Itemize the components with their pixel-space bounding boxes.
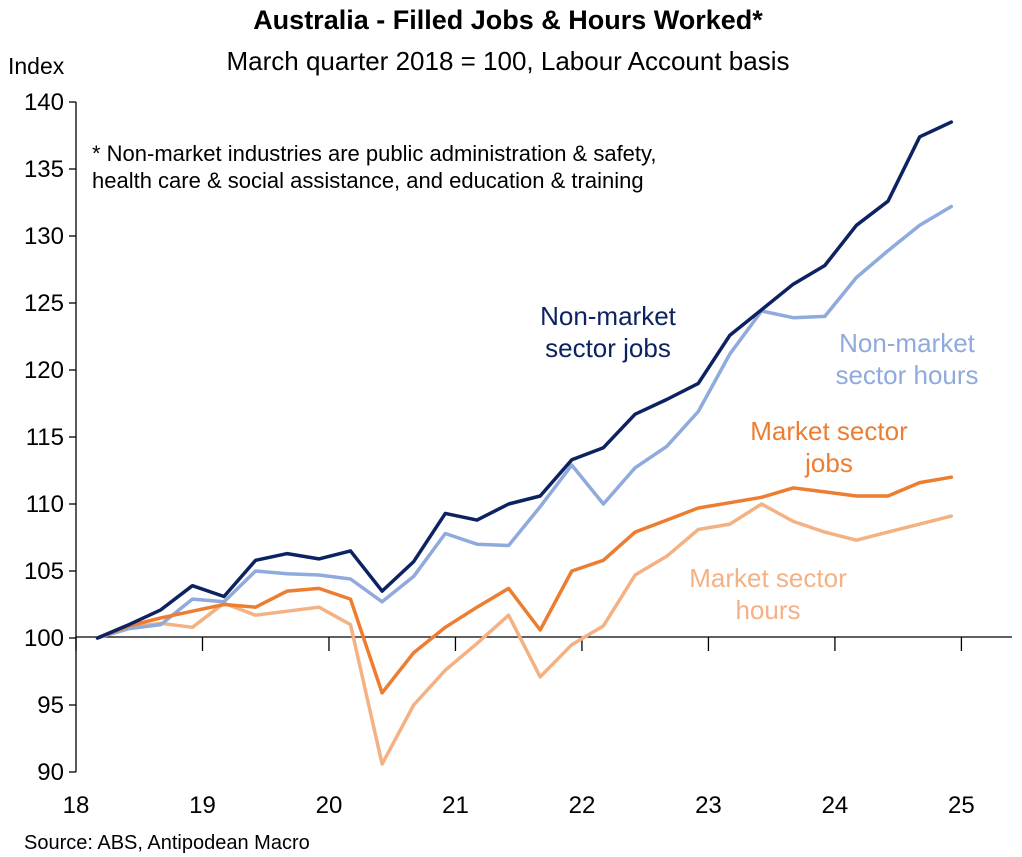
y-tick-label: 140 — [24, 89, 64, 116]
series-labels: Non-market sector jobs Non-market sector… — [540, 301, 978, 625]
x-tick-label: 20 — [316, 792, 343, 819]
series-line-non-market-sector-jobs — [95, 120, 954, 640]
y-tick-label: 125 — [24, 290, 64, 317]
y-axis: 90 95 100 105 110 115 120 125 130 135 140 — [24, 89, 77, 786]
y-tick-label: 110 — [26, 491, 64, 518]
y-tick-label: 130 — [24, 223, 64, 250]
y-axis-label: Index — [8, 53, 65, 79]
series-label-market-jobs-line2: jobs — [804, 448, 853, 478]
x-tick-label: 25 — [948, 792, 975, 819]
y-tick-label: 95 — [37, 692, 64, 719]
x-tick-label: 22 — [569, 792, 596, 819]
y-tick-label: 120 — [24, 357, 64, 384]
series-label-market-jobs-line1: Market sector — [750, 416, 908, 446]
series-label-market-hours-line2: hours — [735, 595, 800, 625]
series-line-market-sector-jobs — [95, 475, 954, 695]
series-label-nonmarket-hours-line1: Non-market — [839, 328, 976, 358]
x-tick-label: 23 — [695, 792, 722, 819]
series-label-nonmarket-jobs-line1: Non-market — [540, 301, 677, 331]
y-tick-label: 115 — [26, 424, 64, 451]
source-note: Source: ABS, Antipodean Macro — [24, 832, 310, 854]
x-tick-label: 24 — [822, 792, 849, 819]
x-tick-label: 21 — [442, 792, 469, 819]
y-tick-label: 105 — [24, 558, 64, 585]
y-tick-label: 100 — [24, 625, 64, 652]
series-lines — [95, 120, 954, 766]
series-label-nonmarket-hours-line2: sector hours — [835, 360, 978, 390]
chart-subtitle: March quarter 2018 = 100, Labour Account… — [227, 46, 790, 76]
series-line-non-market-sector-hours — [95, 204, 954, 640]
series-label-nonmarket-jobs-line2: sector jobs — [545, 333, 671, 363]
chart-note: * Non-market industries are public admin… — [92, 141, 657, 193]
note-line-1: * Non-market industries are public admin… — [92, 141, 657, 166]
note-line-2: health care & social assistance, and edu… — [92, 168, 644, 193]
y-tick-label: 135 — [24, 156, 64, 183]
x-axis: 18 19 20 21 22 23 24 25 — [63, 636, 1012, 819]
x-tick-label: 18 — [63, 792, 90, 819]
x-tick-label: 19 — [189, 792, 216, 819]
y-tick-label: 90 — [37, 759, 64, 786]
chart-title: Australia - Filled Jobs & Hours Worked* — [253, 5, 763, 35]
series-label-market-hours-line1: Market sector — [689, 563, 847, 593]
series-line-market-sector-hours — [95, 502, 954, 766]
